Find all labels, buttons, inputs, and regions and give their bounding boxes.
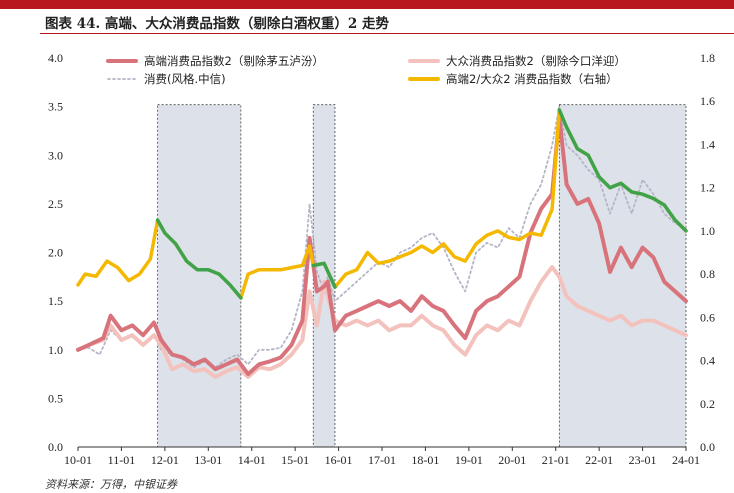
y-right-tick-label: 0.0 <box>700 440 715 454</box>
y-right-tick-label: 1.4 <box>700 137 715 151</box>
y-left-tick-label: 2.0 <box>48 246 63 260</box>
y-right-tick-label: 0.2 <box>700 397 715 411</box>
legend-label-mass: 大众消费品指数2（剔除今口洋迎） <box>446 54 626 68</box>
x-tick-label: 17-01 <box>368 453 396 467</box>
x-tick-label: 20-01 <box>498 453 526 467</box>
y-right-tick-label: 0.4 <box>700 354 715 368</box>
series-line-high_end <box>76 114 688 377</box>
shaded-periods <box>157 104 687 448</box>
legend-label-consumer: 消费(风格.中信) <box>144 72 226 86</box>
figure-title: 图表 44. 高端、大众消费品指数（剔除白酒权重）2 走势 <box>45 16 389 32</box>
y-left-tick-label: 3.0 <box>48 148 63 162</box>
x-tick-label: 19-01 <box>455 453 483 467</box>
legend-label-ratio: 高端2/大众2 消费品指数（右轴） <box>446 72 618 86</box>
x-tick-label: 23-01 <box>629 453 657 467</box>
x-tick-label: 16-01 <box>325 453 353 467</box>
x-tick-label: 14-01 <box>238 453 266 467</box>
shaded-period-3 <box>558 104 687 448</box>
y-left-tick-label: 4.0 <box>48 51 63 65</box>
series-line-ratio-falling-3 <box>557 108 688 233</box>
x-tick-label: 12-01 <box>151 453 179 467</box>
title-accent-bar <box>0 0 734 9</box>
y-right-tick-label: 1.6 <box>700 94 715 108</box>
series-line-ratio-falling-1 <box>155 218 243 300</box>
series-line-mass <box>76 265 688 379</box>
legend: 高端消费品指数2（剔除茅五泸汾） 大众消费品指数2（剔除今口洋迎） 消费(风格.中信… <box>106 54 626 86</box>
y-left-tick-label: 0.0 <box>48 440 63 454</box>
y-right-tick-label: 0.8 <box>700 267 715 281</box>
legend-label-high_end: 高端消费品指数2（剔除茅五泸汾） <box>144 54 324 68</box>
title-rule <box>40 33 734 34</box>
y-right-tick-label: 1.2 <box>700 181 715 195</box>
x-tick-label: 15-01 <box>281 453 309 467</box>
y-right-tick-label: 1.0 <box>700 224 715 238</box>
y-left-tick-label: 0.5 <box>48 391 63 405</box>
x-tick-label: 21-01 <box>542 453 570 467</box>
axes: 0.0 0.5 1.0 1.5 2.0 2.5 3.0 3.5 4.0 0.0 0.2 0.4 0.6 0… <box>48 51 715 467</box>
series-line-ratio-falling-2 <box>311 261 337 289</box>
x-tick-label: 22-01 <box>585 453 613 467</box>
y-left-tick-label: 3.5 <box>48 100 63 114</box>
x-tick-label: 18-01 <box>411 453 439 467</box>
source-note: 资料来源：万得，中银证券 <box>45 478 177 491</box>
x-tick-label: 11-01 <box>108 453 136 467</box>
shaded-period-1 <box>157 104 242 448</box>
y-left-tick-label: 1.0 <box>48 343 63 357</box>
y-right-tick-label: 0.6 <box>700 310 715 324</box>
y-left-tick-label: 1.5 <box>48 294 63 308</box>
y-left-tick-label: 2.5 <box>48 197 63 211</box>
y-right-tick-label: 1.8 <box>700 51 715 65</box>
x-tick-label: 13-01 <box>194 453 222 467</box>
series-layer <box>76 105 688 379</box>
x-tick-label: 24-01 <box>672 453 700 467</box>
x-tick-label: 10-01 <box>64 453 92 467</box>
